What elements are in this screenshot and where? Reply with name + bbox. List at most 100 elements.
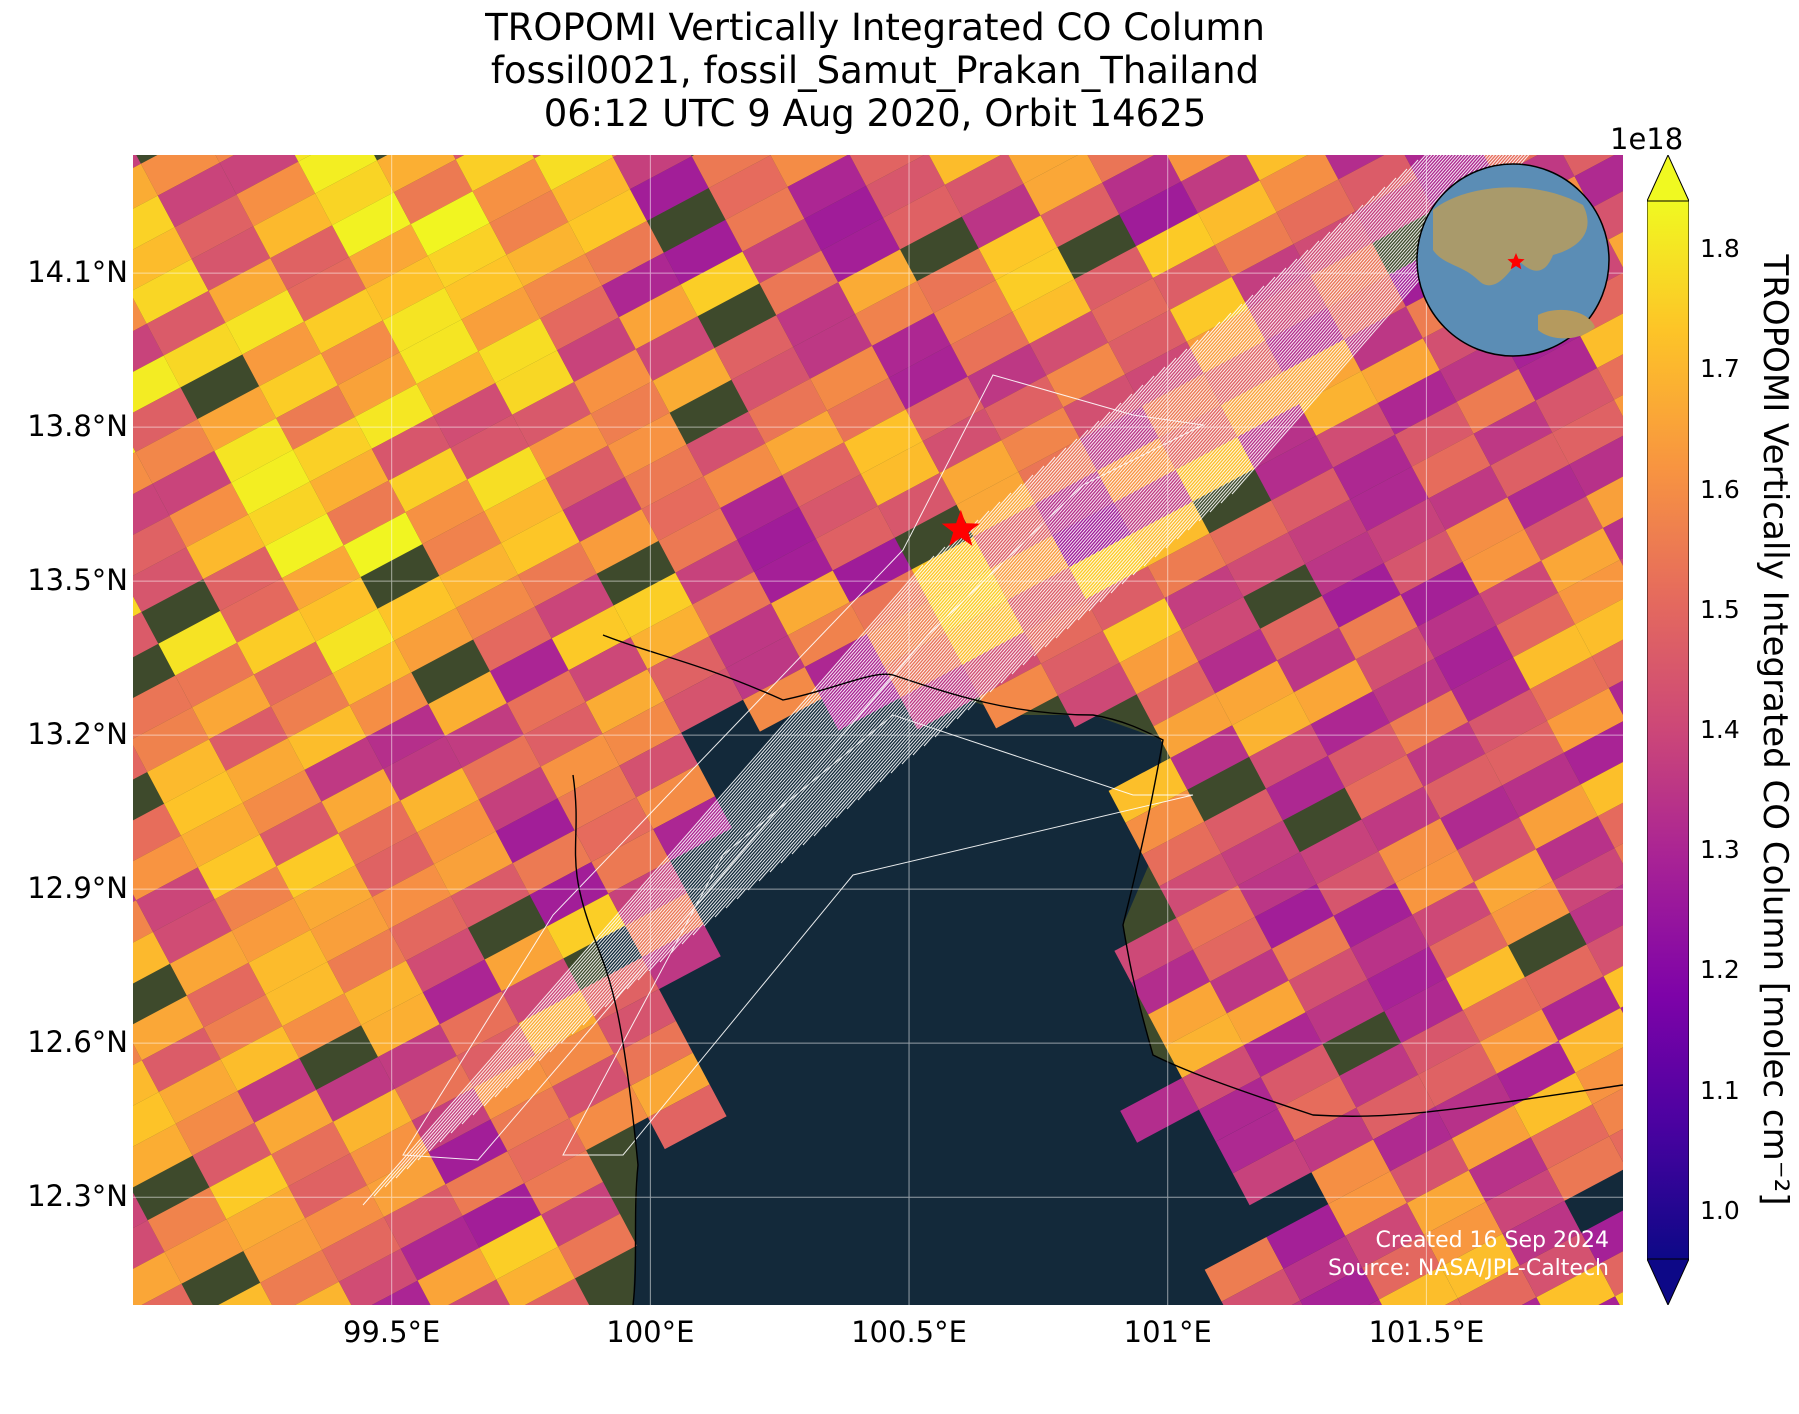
- co-pixel: [546, 445, 625, 511]
- co-pixel: [298, 577, 378, 642]
- co-pixel: [1395, 850, 1475, 915]
- co-pixel: [647, 1084, 727, 1150]
- co-pixel: [1400, 561, 1480, 627]
- plume-grid-line: [384, 546, 946, 1188]
- co-pixel: [332, 192, 411, 257]
- co-pixel: [133, 596, 142, 617]
- co-pixel: [1345, 1203, 1424, 1268]
- co-pixel: [133, 447, 136, 454]
- co-pixel: [1046, 342, 1125, 408]
- co-pixel: [585, 669, 665, 734]
- co-pixel: [175, 642, 254, 708]
- co-pixel: [568, 637, 648, 702]
- co-pixel: [1479, 560, 1559, 626]
- co-pixel: [866, 155, 945, 218]
- co-pixel: [133, 900, 153, 943]
- co-pixel: [1087, 155, 1155, 183]
- co-pixel: [1598, 1251, 1623, 1297]
- co-pixel: [1057, 662, 1137, 728]
- lon-tick-label: 100.5°E: [851, 1315, 967, 1349]
- co-pixel: [1299, 819, 1379, 885]
- plume-grid-line: [1121, 155, 1499, 585]
- co-pixel: [462, 734, 541, 800]
- co-pixel: [1445, 497, 1525, 562]
- co-pixel: [293, 417, 372, 482]
- inset-globe: [1416, 163, 1610, 357]
- co-pixel: [1197, 180, 1277, 246]
- co-pixel: [821, 665, 901, 731]
- co-pixel: [478, 318, 558, 383]
- co-pixel: [1040, 182, 1120, 248]
- co-pixel: [169, 482, 249, 548]
- plume-grid-line: [791, 213, 1353, 855]
- co-pixel: [916, 248, 996, 313]
- colorbar-tick: 1.8: [1700, 234, 1740, 264]
- co-pixel: [1214, 212, 1294, 277]
- co-pixel: [1456, 369, 1536, 434]
- co-pixel: [400, 767, 479, 833]
- co-pixel: [434, 831, 513, 896]
- co-pixel: [203, 546, 282, 611]
- co-pixel: [1350, 914, 1430, 980]
- co-pixel: [1524, 496, 1603, 561]
- co-pixel: [574, 349, 653, 414]
- co-pixel: [1580, 762, 1623, 817]
- plume-grid-line: [505, 447, 1067, 1089]
- co-pixel: [1547, 1136, 1623, 1201]
- co-pixel: [1142, 821, 1222, 887]
- co-pixel: [1001, 407, 1081, 472]
- co-pixel: [1502, 752, 1581, 818]
- co-pixel: [1361, 786, 1441, 852]
- co-pixel: [153, 899, 232, 964]
- co-pixel: [270, 225, 349, 290]
- co-pixel: [1536, 1264, 1616, 1305]
- co-pixel: [950, 311, 1030, 377]
- co-pixel: [1597, 802, 1623, 848]
- co-pixel: [253, 641, 333, 707]
- co-pixel: [709, 603, 788, 668]
- co-pixel: [1119, 629, 1199, 695]
- co-pixel: [1338, 155, 1418, 212]
- co-pixel: [164, 1219, 244, 1284]
- co-pixel: [534, 155, 614, 191]
- co-pixel: [1198, 1077, 1278, 1142]
- co-pixel: [349, 672, 429, 737]
- co-pixel: [293, 865, 373, 930]
- co-pixel: [1457, 817, 1536, 882]
- colorbar-tick: 1.6: [1700, 474, 1740, 504]
- co-pixel: [450, 414, 530, 480]
- plume-grid-line: [1066, 155, 1483, 630]
- co-pixel: [1008, 155, 1078, 184]
- co-pixel: [844, 409, 923, 475]
- co-pixel: [1131, 949, 1210, 1015]
- co-pixel: [714, 315, 794, 380]
- co-pixel: [815, 505, 895, 571]
- co-pixel: [294, 155, 311, 162]
- co-pixel: [248, 481, 327, 547]
- co-pixel: [883, 184, 962, 250]
- colorbar-tick: 1.7: [1700, 354, 1740, 384]
- plume-grid-line: [956, 155, 1452, 720]
- co-pixel: [270, 673, 350, 739]
- colorbar-max-extend: [1647, 155, 1689, 202]
- plume-grid-line: [472, 474, 1034, 1116]
- co-pixel: [219, 155, 299, 195]
- co-pixel: [534, 573, 614, 639]
- co-pixel: [1322, 563, 1401, 628]
- co-pixel: [1221, 820, 1300, 886]
- co-pixel: [192, 674, 271, 740]
- co-pixel: [574, 797, 654, 862]
- co-pixel: [1463, 977, 1542, 1042]
- map-panel[interactable]: Created 16 Sep 2024 Source: NASA/JPL-Cal…: [133, 155, 1623, 1305]
- plume-grid-line: [1000, 155, 1464, 684]
- co-pixel: [1521, 1297, 1541, 1305]
- co-pixel: [737, 507, 816, 572]
- co-pixel: [1041, 630, 1120, 696]
- co-pixel: [490, 1086, 570, 1152]
- co-pixel: [243, 1218, 322, 1283]
- co-pixel: [1513, 1072, 1593, 1138]
- co-pixel: [1468, 1137, 1548, 1202]
- co-pixel: [133, 387, 198, 452]
- co-pixel: [1558, 1008, 1623, 1073]
- co-pixel: [635, 316, 715, 381]
